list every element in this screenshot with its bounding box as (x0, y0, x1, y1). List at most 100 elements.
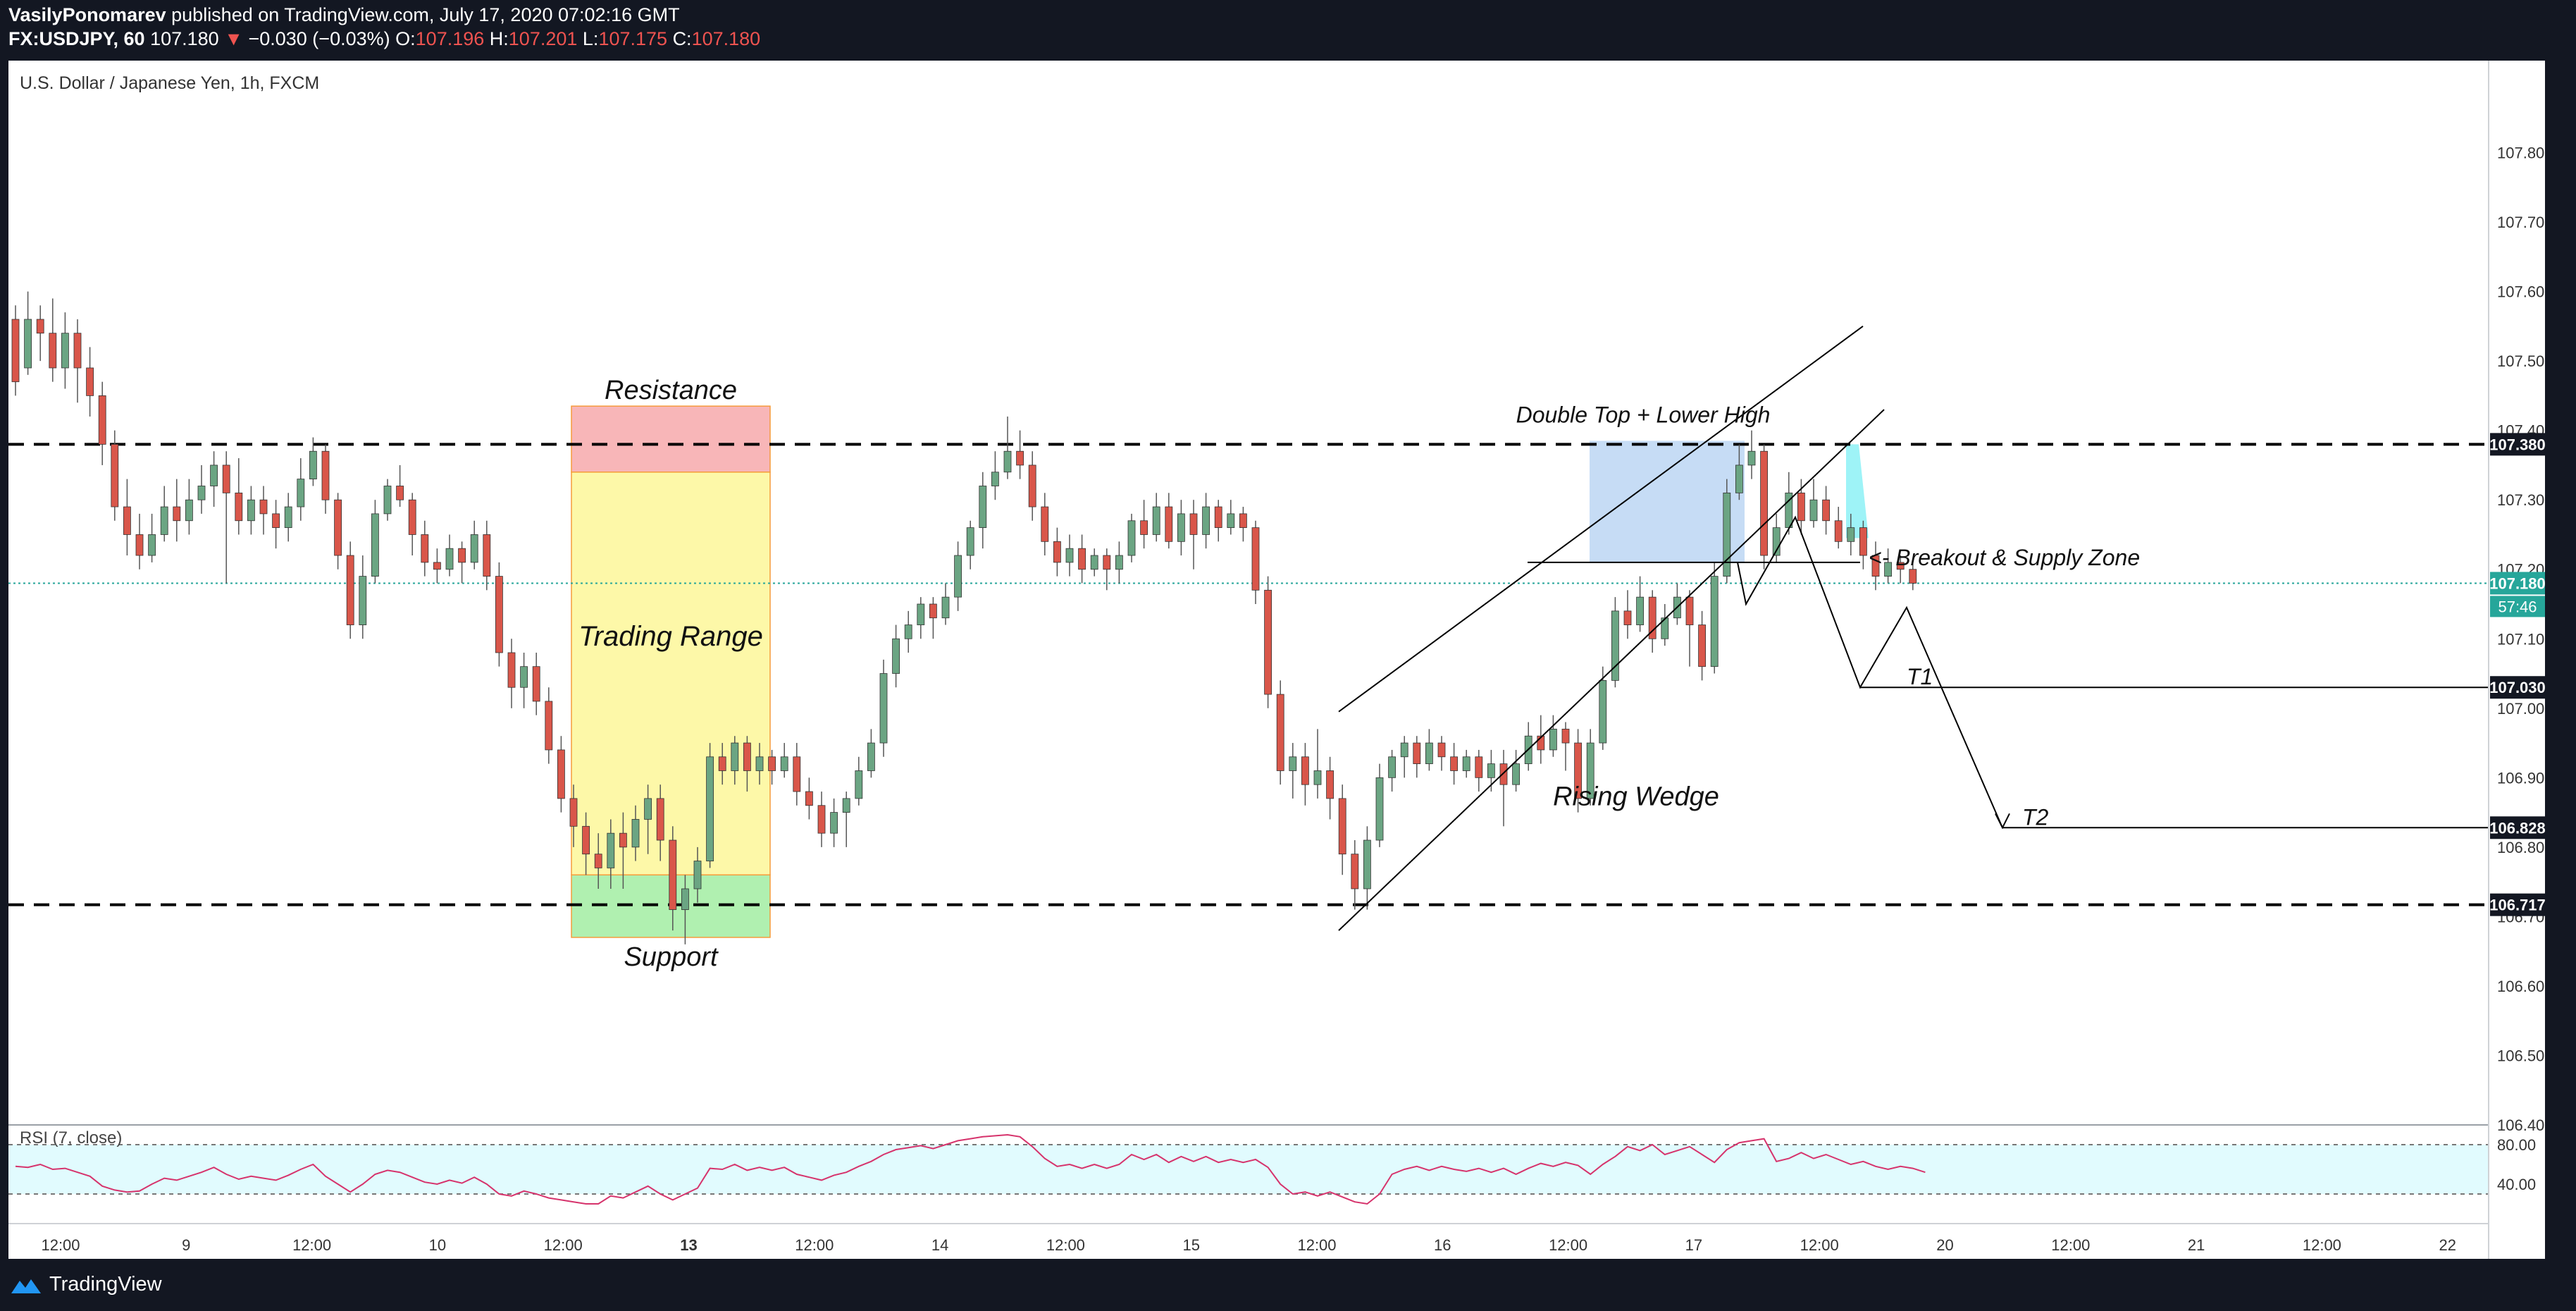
candle-body (545, 701, 553, 751)
candle (619, 812, 627, 889)
candle (247, 486, 255, 535)
resistance-label: Resistance (605, 376, 737, 405)
candle-body (1016, 450, 1024, 466)
rsi-pane[interactable]: RSI (7, close) (8, 1124, 2489, 1205)
candle-body (656, 798, 664, 841)
candle (507, 639, 516, 708)
candle (297, 458, 305, 521)
candle (321, 444, 330, 514)
author-name[interactable]: VasilyPonomarev (8, 4, 166, 25)
price-axis[interactable]: 107.800107.700107.600107.500107.400107.3… (2488, 61, 2545, 1259)
candle (1648, 590, 1657, 653)
candle (582, 812, 590, 875)
candle-body (1537, 735, 1545, 751)
candle (954, 541, 962, 611)
candle (991, 451, 999, 500)
candle (1028, 451, 1036, 521)
candle-body (569, 798, 578, 827)
candle-body (11, 319, 20, 383)
candle (532, 652, 540, 715)
candle (359, 555, 367, 639)
candle (631, 805, 640, 861)
candle-body (1487, 763, 1495, 778)
candle (1847, 513, 1855, 556)
candle (371, 500, 379, 584)
time-tick-label: 12:00 (1046, 1236, 1085, 1254)
candle (1264, 576, 1272, 708)
price-label-box (2490, 572, 2545, 595)
candle-body (607, 832, 615, 868)
candle-body (1363, 839, 1371, 890)
candle (1127, 513, 1136, 562)
candle (421, 520, 429, 577)
candle (1809, 479, 1818, 528)
candle-body (805, 791, 813, 806)
price-label-box (2490, 676, 2545, 699)
rsi-tick-label: 80.00 (2497, 1136, 2536, 1154)
candle-body (631, 819, 640, 848)
candle-body (966, 527, 974, 556)
candle (1313, 729, 1322, 799)
candle (1450, 743, 1458, 785)
candle (1400, 736, 1408, 778)
candle-body (1425, 742, 1433, 765)
candle-body (98, 395, 106, 445)
candle (1747, 430, 1756, 479)
candle-body (24, 319, 32, 369)
candle-body (755, 756, 764, 771)
candle (979, 472, 987, 549)
candle (408, 493, 416, 556)
candle-body (1165, 506, 1173, 542)
open-label: O: (395, 28, 416, 49)
candle (1834, 507, 1843, 549)
candle (706, 743, 714, 868)
candle (1326, 756, 1334, 820)
candle (222, 451, 230, 584)
candle (61, 312, 69, 389)
time-tick-label: 22 (2439, 1236, 2456, 1254)
logo-text: TradingView (49, 1273, 162, 1295)
price-label-box (2490, 893, 2545, 916)
candle (470, 520, 478, 570)
candle-body (309, 450, 317, 480)
open-value: 107.196 (415, 28, 485, 49)
candle-body (929, 603, 937, 619)
left-frame (0, 61, 8, 1259)
candle-body (197, 486, 206, 500)
time-axis[interactable]: 12:00 9 12:00 10 12:00 13 12:00 14 12:00 15 12:00 1… (8, 1223, 2489, 1254)
price-tick-label: 106.900 (2497, 769, 2545, 787)
candle-body (235, 492, 243, 522)
t1-label: T1 (1907, 664, 1933, 689)
candle-body (173, 506, 181, 522)
candle-body (346, 555, 354, 625)
candle (1574, 729, 1583, 813)
candle-body (1388, 756, 1396, 778)
candle-body (470, 534, 478, 563)
candle-body (991, 472, 999, 486)
candle (1599, 666, 1607, 750)
candle (966, 520, 974, 570)
candle-body (36, 319, 44, 334)
candle-body (582, 825, 590, 855)
trading-range-zone (571, 472, 771, 876)
candle-body (1264, 589, 1272, 695)
candle-body (619, 832, 627, 848)
candle (1065, 534, 1074, 577)
candle-body (941, 596, 950, 619)
candle (160, 486, 168, 542)
candle-body (1351, 854, 1359, 890)
candle-body (1127, 520, 1136, 556)
candle-body (1276, 694, 1284, 771)
candle (1685, 590, 1694, 667)
close-label: C: (672, 28, 692, 49)
candle-body (1809, 499, 1818, 522)
price-tick-label: 107.300 (2497, 491, 2545, 509)
candle-body (507, 652, 516, 688)
candle (1859, 520, 1867, 570)
candle-body (768, 756, 776, 771)
candle-body (793, 756, 801, 792)
tradingview-logo[interactable]: TradingView (10, 1273, 162, 1296)
rsi-band (8, 1145, 2489, 1194)
chart-area[interactable]: U.S. Dollar / Japanese Yen, 1h, FXCM Res… (8, 61, 2545, 1259)
time-tick-label: 12:00 (1549, 1236, 1587, 1254)
